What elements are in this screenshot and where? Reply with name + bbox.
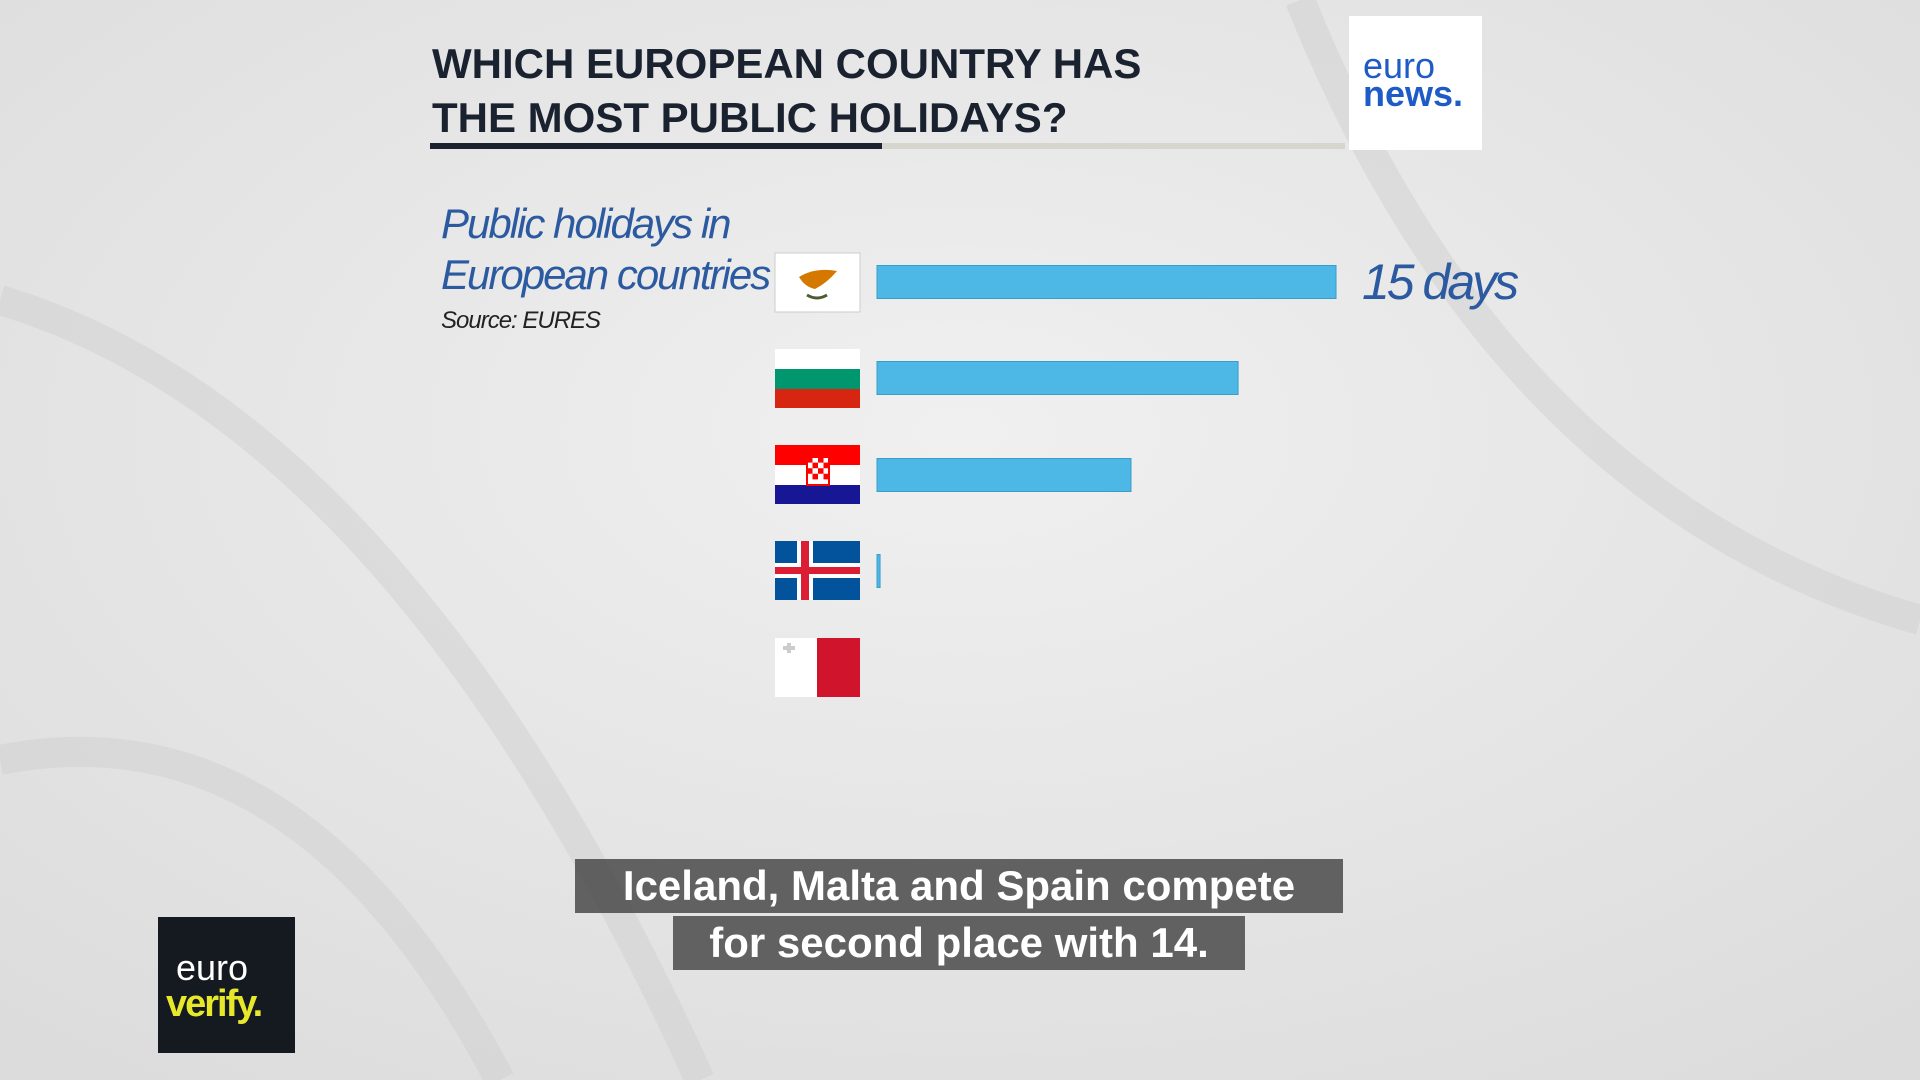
caption-box [575, 859, 1343, 913]
logo-text: euro [1363, 45, 1435, 86]
title-rule [430, 143, 1345, 149]
bar [876, 458, 1132, 492]
flags [774, 252, 861, 697]
subtitle-line: European countries [441, 251, 771, 298]
logo-text: euro [176, 947, 248, 988]
flag-croatia [775, 445, 860, 504]
title-line: WHICH EUROPEAN COUNTRY HAS [432, 40, 1141, 87]
euroverify-logo [158, 917, 295, 1053]
subtitle-line: Public holidays in [441, 200, 730, 247]
flag-iceland [775, 541, 860, 600]
flag-cyprus [774, 252, 861, 313]
bar [876, 554, 881, 588]
caption-box [673, 916, 1245, 970]
value-label: 15 days [1362, 254, 1518, 310]
euronews-logo [1349, 16, 1482, 150]
bar [876, 265, 1337, 299]
logo-text: news. [1363, 73, 1463, 114]
bar [876, 361, 1239, 395]
caption-line: for second place with 14. [709, 919, 1208, 966]
logo-text: verify. [166, 983, 261, 1025]
title-rule-accent [430, 143, 882, 149]
title-line: THE MOST PUBLIC HOLIDAYS? [432, 94, 1067, 141]
caption-line: Iceland, Malta and Spain compete [623, 862, 1295, 909]
source: Source: EURES [441, 307, 601, 334]
flag-bulgaria [775, 349, 860, 408]
flag-malta [775, 638, 860, 697]
